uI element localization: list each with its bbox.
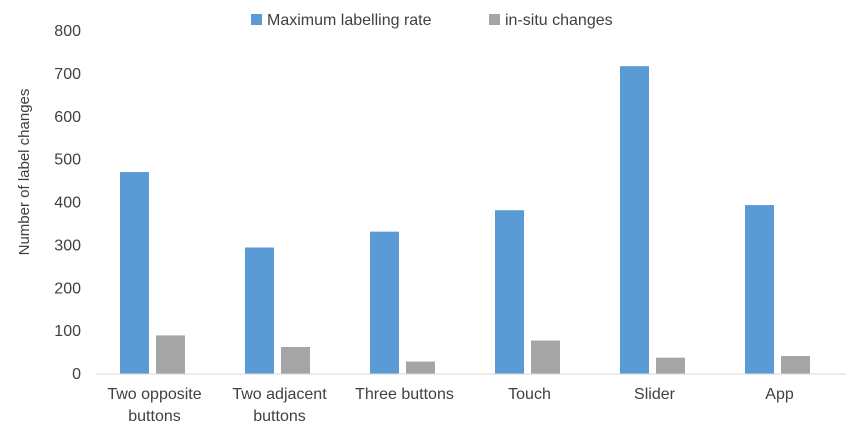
bar-max-labelling-rate [745, 205, 774, 374]
bar-in-situ-changes [156, 335, 185, 374]
y-tick-label: 600 [54, 109, 81, 126]
y-tick-label: 100 [54, 323, 81, 340]
bar-max-labelling-rate [495, 210, 524, 374]
legend-swatch [489, 14, 500, 25]
x-tick-label: Touch [508, 386, 551, 403]
legend-label: in-situ changes [505, 12, 613, 29]
y-tick-label: 300 [54, 237, 81, 254]
bar-max-labelling-rate [370, 231, 399, 374]
y-tick-label: 400 [54, 195, 81, 212]
bar-in-situ-changes [281, 346, 310, 374]
bars [120, 66, 810, 374]
bar-in-situ-changes [406, 361, 435, 374]
y-tick-label: 200 [54, 280, 81, 297]
legend-swatch [251, 14, 262, 25]
bar-max-labelling-rate [620, 66, 649, 374]
bar-in-situ-changes [656, 357, 685, 374]
bar-max-labelling-rate [120, 172, 149, 374]
y-axis-ticks: 0 100 200 300 400 500 600 700 800 [54, 23, 81, 383]
bar-max-labelling-rate [245, 247, 274, 374]
bar-in-situ-changes [781, 355, 810, 374]
y-tick-label: 0 [72, 366, 81, 383]
bar-in-situ-changes [531, 340, 560, 374]
x-tick-label: Two adjacent buttons [232, 386, 327, 425]
x-tick-label: Two opposite buttons [107, 386, 201, 425]
y-tick-label: 500 [54, 152, 81, 169]
legend-label: Maximum labelling rate [267, 12, 432, 29]
x-axis-ticks: Two opposite buttons Two adjacent buttons Th… [107, 386, 793, 425]
y-axis-label: Number of label changes [16, 89, 33, 256]
y-tick-label: 700 [54, 66, 81, 83]
x-tick-label: Three buttons [355, 386, 454, 403]
x-tick-label: App [765, 386, 794, 403]
legend: Maximum labelling rate in-situ changes [251, 12, 613, 29]
x-tick-label: Slider [634, 386, 676, 403]
y-tick-label: 800 [54, 23, 81, 40]
